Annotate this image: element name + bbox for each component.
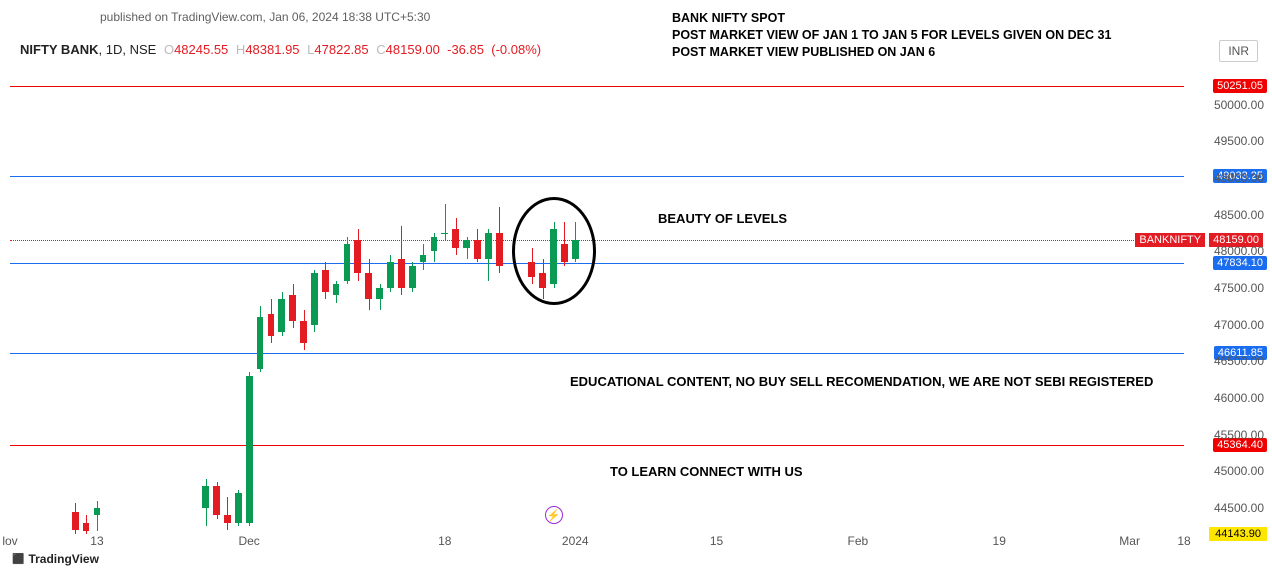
level-line [10, 445, 1184, 446]
candle-body [463, 240, 470, 247]
y-tick: 45000.00 [1214, 464, 1264, 478]
candle-wick [97, 501, 98, 532]
ohlc-h: 48381.95 [245, 42, 299, 57]
candle-body [398, 259, 405, 288]
candle-body [94, 508, 101, 515]
x-tick: Dec [238, 534, 259, 548]
chart-annotation: BEAUTY OF LEVELS [658, 211, 787, 226]
x-tick: 19 [993, 534, 1006, 548]
x-tick: lov [2, 534, 17, 548]
candle-body [246, 376, 253, 523]
candle-body [300, 321, 307, 343]
x-tick: Mar [1119, 534, 1140, 548]
candle-body [441, 233, 448, 234]
candle-body [452, 229, 459, 247]
x-tick: 18 [438, 534, 451, 548]
candle-body [344, 244, 351, 281]
candle-body [83, 523, 90, 532]
candle-body [213, 486, 220, 515]
ticker-line: NIFTY BANK, 1D, NSE O48245.55 H48381.95 … [20, 42, 541, 57]
candle-body [333, 284, 340, 295]
candle-body [485, 233, 492, 259]
candle-body [311, 273, 318, 324]
y-tick: 50000.00 [1214, 98, 1264, 112]
candle-wick [227, 497, 228, 530]
y-tick: 48500.00 [1214, 208, 1264, 222]
candle-body [289, 295, 296, 321]
ticker-exch: NSE [130, 42, 157, 57]
y-tick: 49000.00 [1214, 171, 1264, 185]
candlestick-chart[interactable]: 50251.0549033.2547834.1046611.8545364.40… [10, 68, 1184, 534]
y-axis: 50000.00 49500.00 49000.00 48500.00 48000.00… [1184, 68, 1272, 534]
candle-body [365, 273, 372, 299]
x-tick: Feb [848, 534, 869, 548]
x-axis: lov13Dec18202415Feb19Mar18 [10, 534, 1184, 552]
candle-body [224, 515, 231, 522]
publish-info: published on TradingView.com, Jan 06, 20… [100, 10, 430, 24]
currency-box[interactable]: INR [1219, 40, 1258, 62]
bolt-icon: ⚡ [545, 506, 563, 524]
candle-body [268, 314, 275, 336]
y-tick: 44500.00 [1214, 501, 1264, 515]
candle-body [72, 512, 79, 530]
ohlc-l: 47822.85 [314, 42, 368, 57]
candle-body [322, 270, 329, 292]
chart-annotation: TO LEARN CONNECT WITH US [610, 464, 803, 479]
candle-body [235, 493, 242, 522]
y-tick: 45500.00 [1214, 428, 1264, 442]
level-line [10, 353, 1184, 354]
y-tick: 46500.00 [1214, 354, 1264, 368]
level-line [10, 263, 1184, 264]
level-line [10, 176, 1184, 177]
x-tick: 13 [90, 534, 103, 548]
chart-annotation: EDUCATIONAL CONTENT, NO BUY SELL RECOMEN… [570, 374, 1153, 389]
x-tick: 15 [710, 534, 723, 548]
ohlc-o: 48245.55 [174, 42, 228, 57]
y-tick: 48000.00 [1214, 244, 1264, 258]
candle-wick [445, 204, 446, 241]
ticker-tf: 1D [106, 42, 123, 57]
candle-body [354, 240, 361, 273]
candle-body [431, 237, 438, 252]
candle-body [278, 299, 285, 332]
y-tick: 47500.00 [1214, 281, 1264, 295]
header-notes: BANK NIFTY SPOT POST MARKET VIEW OF JAN … [672, 10, 1111, 61]
level-line [10, 86, 1184, 87]
ticker-symbol: NIFTY BANK [20, 42, 98, 57]
candle-body [387, 262, 394, 288]
ohlc-c: 48159.00 [386, 42, 440, 57]
y-tick: 46000.00 [1214, 391, 1264, 405]
y-tick: 47000.00 [1214, 318, 1264, 332]
candle-body [202, 486, 209, 508]
x-tick: 18 [1177, 534, 1190, 548]
y-tick: 49500.00 [1214, 134, 1264, 148]
price-line [10, 240, 1184, 241]
candle-body [376, 288, 383, 299]
hand-drawn-circle [512, 197, 596, 305]
ohlc-chg: -36.85 [447, 42, 484, 57]
tradingview-logo: TradingView [12, 552, 99, 566]
candle-body [409, 266, 416, 288]
candle-body [496, 233, 503, 266]
candle-body [257, 317, 264, 368]
candle-body [420, 255, 427, 262]
candle-body [474, 240, 481, 258]
x-tick: 2024 [562, 534, 589, 548]
ohlc-chgpct: (-0.08%) [491, 42, 541, 57]
